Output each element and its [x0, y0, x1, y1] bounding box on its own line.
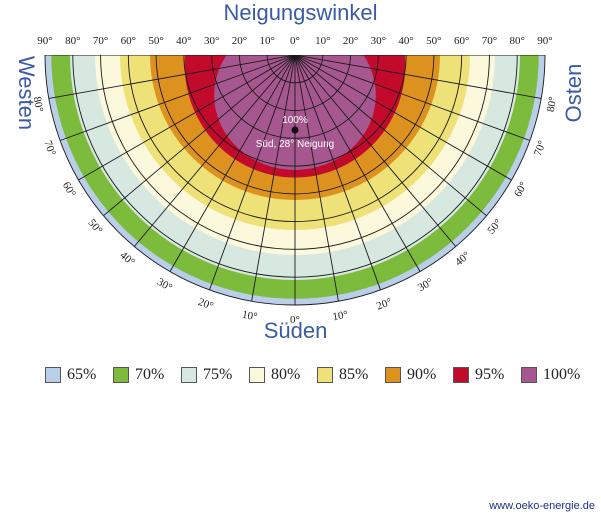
legend-item: 95%: [453, 364, 504, 386]
south-label: Süden: [263, 318, 328, 343]
grid-arc: [238, 55, 352, 111]
grid-arc: [155, 55, 435, 195]
arc-tick-label: 30°: [416, 276, 435, 294]
legend-swatch: [45, 367, 61, 383]
arc-tick-label: 60°: [60, 180, 78, 199]
arc-tick-label: 0°: [290, 314, 300, 326]
arc-tick-label: 80°: [31, 96, 45, 113]
legend-label: 85%: [339, 366, 369, 383]
optimum-text: Süd, 28° Neigung: [256, 139, 335, 150]
legend-swatch: [453, 367, 469, 383]
top-tick-label: 40°: [176, 35, 191, 47]
legend-swatch: [181, 367, 197, 383]
footer-url: www.oeko-energie.de: [489, 500, 595, 512]
top-tick-label: 60°: [121, 35, 136, 47]
legend-item: 90%: [385, 364, 436, 386]
legend-item: 75%: [181, 364, 232, 386]
top-tick-label: 0°: [290, 35, 300, 47]
arc-tick-label: 30°: [155, 276, 174, 294]
arc-tick-label: 70°: [41, 139, 58, 158]
top-tick-label: 30°: [371, 35, 386, 47]
grid-arc: [211, 55, 379, 139]
top-tick-label: 80°: [65, 35, 80, 47]
grid-radial: [294, 55, 457, 247]
legend-swatch: [113, 367, 129, 383]
legend: 65% 70% 75% 80% 85% 90% 95% 100%: [45, 364, 585, 386]
legend-swatch: [521, 367, 537, 383]
legend-label: 75%: [203, 366, 233, 383]
grid-radial: [103, 55, 296, 217]
arc-tick-label: 60°: [512, 180, 530, 199]
legend-label: 70%: [135, 366, 165, 383]
grid-radial: [133, 55, 296, 247]
grid-radial: [294, 55, 531, 141]
legend-item: 65%: [45, 364, 96, 386]
grid-radial: [294, 55, 512, 181]
top-tick-label: 90°: [37, 35, 52, 47]
top-tick-label: 20°: [232, 35, 247, 47]
grid-arc: [72, 55, 518, 278]
grid-arc: [127, 55, 463, 223]
arc-tick-label: 40°: [117, 249, 137, 268]
legend-item: 100%: [521, 364, 580, 386]
grid-arc: [266, 55, 324, 84]
grid-radial: [48, 55, 296, 99]
top-tick-label: 90°: [537, 35, 552, 47]
top-tick-label: 50°: [426, 35, 441, 47]
grid-radial: [169, 55, 296, 272]
legend-swatch: [385, 367, 401, 383]
grid-radial: [294, 55, 542, 99]
top-tick-label: 70°: [93, 35, 108, 47]
arc-tick-label: 10°: [332, 309, 349, 323]
legend-item: 70%: [113, 364, 164, 386]
top-tick-label: 60°: [454, 35, 469, 47]
legend-item: 80%: [249, 364, 300, 386]
grid-radial: [294, 55, 381, 291]
top-tick-label: 10°: [315, 35, 330, 47]
legend-label: 95%: [475, 366, 505, 383]
top-tick-label: 30°: [204, 35, 219, 47]
grid-radial: [78, 55, 296, 181]
top-tick-label: 80°: [510, 35, 525, 47]
top-tick-label: 50°: [148, 35, 163, 47]
arc-tick-label: 80°: [545, 96, 559, 113]
arc-tick-label: 40°: [453, 249, 473, 268]
top-tick-label: 10°: [260, 35, 275, 47]
legend-label: 90%: [407, 366, 437, 383]
grid-arc: [100, 55, 490, 250]
grid-arc: [183, 55, 407, 167]
arc-tick-label: 50°: [485, 217, 504, 237]
arc-tick-label: 20°: [375, 296, 394, 313]
grid-radial: [294, 55, 339, 302]
grid-radial: [209, 55, 296, 291]
grid-arc: [44, 55, 546, 306]
chart-svg: 90° 80° 70° 60° 50° 40° 30° 20° 10° 0° 10° 20° 30° 40…: [31, 35, 560, 326]
legend-label: 65%: [67, 366, 97, 383]
top-tick-label: 70°: [482, 35, 497, 47]
grid-radial: [294, 55, 487, 217]
top-tick-label: 40°: [398, 35, 413, 47]
top-tick-label: 20°: [343, 35, 358, 47]
legend-label: 80%: [271, 366, 301, 383]
arc-tick-label: 10°: [241, 309, 258, 323]
legend-item: 85%: [317, 364, 368, 386]
grid-radial: [251, 55, 296, 302]
legend-swatch: [317, 367, 333, 383]
arc-tick-label: 50°: [86, 217, 105, 237]
arc-tick-label: 70°: [532, 139, 549, 158]
optimum-value-label: 100%: [282, 115, 308, 126]
arc-tick-label: 20°: [196, 296, 215, 313]
chart-title: Neigungswinkel: [223, 0, 378, 25]
optimum-point: [291, 126, 299, 134]
legend-label: 100%: [543, 366, 581, 383]
grid-radial: [59, 55, 296, 141]
grid-radial: [294, 55, 421, 272]
legend-swatch: [249, 367, 265, 383]
